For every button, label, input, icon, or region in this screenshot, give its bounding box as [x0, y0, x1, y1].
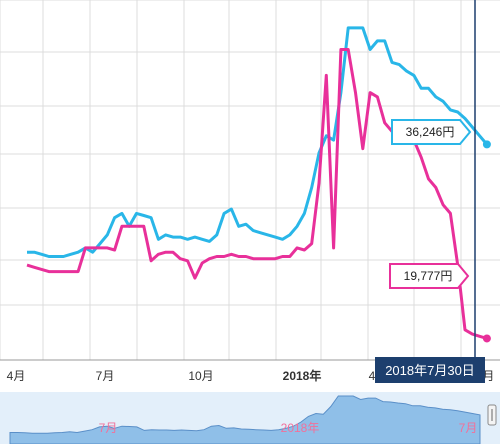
series-end-marker-0[interactable] — [482, 140, 491, 149]
navigator-tick-label: 2018年 — [281, 421, 320, 435]
chart-grid — [0, 0, 500, 360]
x-tick-label: 2018年 — [283, 368, 322, 383]
navigator-tick-label: 7月 — [459, 421, 478, 435]
series-line-1 — [26, 48, 488, 340]
series-line-0 — [27, 26, 489, 258]
x-tick-label: 4月 — [7, 369, 26, 383]
series-end-marker-1[interactable] — [482, 334, 491, 343]
value-callout-blue-text: 36,246円 — [406, 125, 455, 139]
value-callout-pink — [389, 263, 470, 289]
navigator-area — [9, 395, 481, 444]
x-tick-label: 7月 — [96, 369, 115, 383]
annotations: 36,246円 19,777円 2018年7月30日 — [375, 0, 485, 383]
range-navigator[interactable]: 7月 2018年 7月 — [0, 392, 500, 444]
value-callout-pink-text: 19,777円 — [404, 269, 453, 283]
x-tick-label: 4 — [369, 369, 376, 383]
date-label-box — [375, 357, 485, 383]
value-callout-blue — [391, 119, 472, 145]
series-layer — [26, 26, 491, 343]
date-label-text: 2018年7月30日 — [385, 363, 475, 378]
x-tick-label: 10月 — [188, 369, 213, 383]
navigator-tick-label: 7月 — [99, 421, 118, 435]
